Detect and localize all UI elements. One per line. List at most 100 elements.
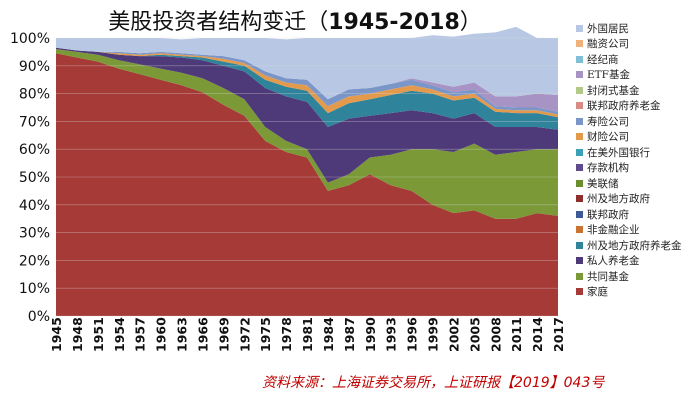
legend-item: 融资公司: [576, 36, 629, 52]
legend-swatch: [576, 226, 583, 233]
legend-label: 联邦政府养老金: [587, 100, 661, 112]
legend-label: 共同基金: [587, 270, 629, 283]
legend-label: ETF基金: [587, 69, 630, 81]
legend-label: 寿险公司: [587, 115, 629, 128]
x-tick-label: 1948: [70, 317, 85, 352]
x-tick-label: 1963: [175, 317, 190, 352]
legend-label: 私人养老金: [587, 255, 640, 267]
legend-label: 州及地方政府养老金: [587, 239, 682, 252]
legend-swatch: [576, 40, 583, 47]
y-tick-label: 90%: [19, 59, 50, 75]
legend-item: 州及地方政府养老金: [576, 237, 682, 253]
legend-item: 非金融企业: [576, 222, 640, 238]
legend-item: 家庭: [576, 284, 608, 300]
legend-item: 州及地方政府: [576, 191, 650, 207]
legend-label: 封闭式基金: [587, 84, 640, 97]
y-tick-label: 40%: [19, 198, 50, 214]
legend-swatch: [576, 179, 583, 187]
y-tick-label: 60%: [19, 142, 50, 158]
x-tick-label: 1984: [321, 317, 336, 352]
x-tick-label: 2011: [509, 317, 524, 352]
legend-item: 联邦政府: [576, 206, 629, 222]
legend-label: 非金融企业: [587, 224, 640, 236]
legend-item: 封闭式基金: [576, 82, 640, 98]
area-series-14: [56, 47, 558, 112]
legend-item: 在美外国银行: [576, 144, 650, 160]
x-tick-label: 1987: [342, 317, 357, 352]
y-tick-label: 10%: [19, 281, 50, 297]
x-tick-label: 1990: [363, 317, 378, 352]
legend-swatch: [576, 55, 583, 63]
legend-swatch: [576, 257, 583, 264]
x-tick-label: 1975: [258, 317, 273, 352]
legend-label: 联邦政府: [587, 208, 629, 221]
legend-item: ETF基金: [576, 67, 630, 83]
x-tick-label: 1999: [426, 317, 441, 352]
legend-label: 家庭: [587, 286, 608, 298]
area-series-1: [56, 49, 558, 219]
area-series-2: [56, 47, 558, 183]
legend-item: 私人养老金: [576, 253, 640, 269]
legend-swatch: [576, 210, 583, 218]
legend-swatch: [576, 102, 583, 109]
legend-swatch: [576, 148, 583, 156]
x-tick-label: 1981: [300, 317, 315, 352]
x-tick-label: 1957: [133, 317, 148, 352]
legend-swatch: [576, 71, 583, 78]
legend-swatch: [576, 24, 583, 32]
legend-swatch: [576, 164, 583, 171]
legend-label: 在美外国银行: [587, 146, 650, 159]
y-tick-label: 100%: [10, 31, 50, 47]
legend-label: 经纪商: [587, 53, 619, 66]
legend-swatch: [576, 288, 583, 295]
legend-label: 财险公司: [587, 131, 629, 143]
x-tick-label: 1972: [237, 317, 252, 352]
legend-item: 寿险公司: [576, 113, 629, 129]
x-tick-label: 2005: [467, 317, 482, 352]
legend-label: 美联储: [587, 177, 619, 190]
legend-item: 共同基金: [576, 268, 629, 284]
x-tick-label: 2017: [551, 317, 566, 352]
y-tick-label: 70%: [19, 114, 50, 130]
chart-title: 美股投资者结构变迁（1945-2018）: [108, 10, 482, 35]
legend-swatch: [576, 195, 583, 202]
legend-swatch: [576, 117, 583, 125]
y-tick-label: 80%: [19, 87, 50, 103]
area-series-10: [56, 47, 558, 118]
x-tick-label: 1951: [91, 317, 106, 352]
area-series-11: [56, 47, 558, 115]
y-tick-label: 50%: [19, 170, 50, 186]
area-series-3: [56, 47, 558, 130]
x-tick-label: 1945: [49, 317, 64, 352]
legend-label: 外国居民: [587, 22, 629, 35]
legend-swatch: [576, 86, 583, 94]
x-tick-label: 1969: [216, 317, 231, 352]
x-tick-label: 1954: [112, 317, 127, 352]
legend-item: 外国居民: [576, 20, 629, 36]
legend-label: 融资公司: [587, 38, 629, 50]
legend-item: 财险公司: [576, 129, 629, 145]
y-tick-label: 30%: [19, 226, 50, 242]
legend-swatch: [576, 272, 583, 280]
legend-swatch: [576, 241, 583, 249]
x-tick-label: 2008: [488, 317, 503, 352]
x-tick-label: 1960: [154, 317, 169, 352]
x-tick-label: 1978: [279, 317, 294, 352]
area-series-17: [56, 26, 558, 100]
x-tick-label: 1996: [405, 317, 420, 352]
legend-item: 经纪商: [576, 51, 619, 67]
y-tick-label: 20%: [19, 253, 50, 269]
legend-item: 联邦政府养老金: [576, 98, 661, 114]
x-tick-label: 2014: [530, 317, 545, 352]
legend-item: 美联储: [576, 175, 619, 191]
legend-label: 存款机构: [587, 162, 629, 174]
x-tick-label: 1966: [195, 317, 210, 352]
area-series-0: [56, 53, 558, 317]
x-tick-label: 2002: [446, 317, 461, 352]
legend-label: 州及地方政府: [587, 193, 650, 205]
y-tick-label: 0%: [28, 309, 50, 325]
source-note: 资料来源：上海证券交易所，上证研报【2019】043号: [262, 375, 605, 391]
legend-item: 存款机构: [576, 160, 629, 176]
